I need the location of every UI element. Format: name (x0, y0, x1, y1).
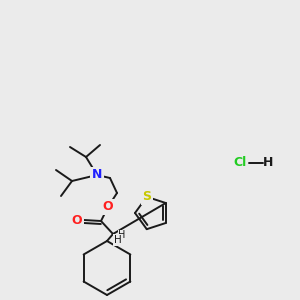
Text: H: H (118, 230, 125, 240)
Text: S: S (142, 190, 151, 203)
Text: Cl: Cl (233, 157, 247, 169)
Text: H: H (263, 157, 273, 169)
Text: N: N (92, 169, 102, 182)
Text: O: O (103, 200, 113, 214)
Text: H: H (114, 235, 122, 245)
Text: O: O (71, 214, 82, 226)
